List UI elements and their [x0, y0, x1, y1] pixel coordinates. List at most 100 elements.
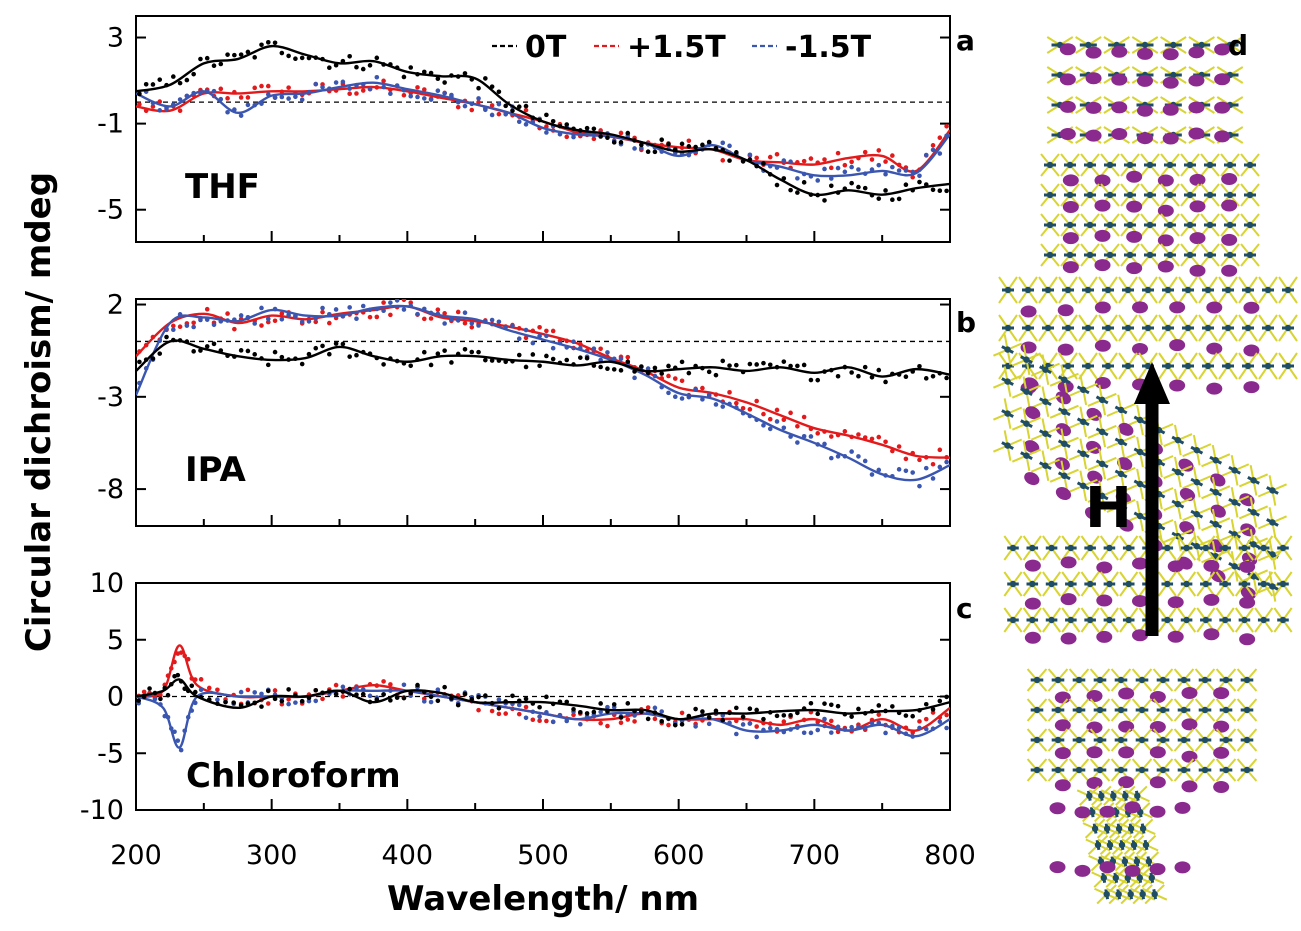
- cation: [1189, 173, 1206, 186]
- cation-row: [1062, 229, 1238, 247]
- cation-row: [1024, 556, 1256, 574]
- data-point: [449, 360, 454, 365]
- data-point: [788, 713, 793, 718]
- data-point: [204, 55, 210, 61]
- crystal-layer: [1003, 607, 1293, 633]
- data-point: [666, 390, 671, 396]
- metal-atom: [1226, 251, 1234, 259]
- data-point: [910, 470, 915, 475]
- data-point: [523, 327, 529, 333]
- data-point: [442, 321, 447, 326]
- data-point: [835, 150, 841, 156]
- metal-atom: [1279, 616, 1287, 624]
- cation: [1214, 43, 1231, 56]
- data-point: [523, 107, 529, 113]
- data-point: [713, 402, 719, 407]
- x-tick-label: 200: [110, 840, 162, 871]
- data-point: [754, 362, 759, 367]
- data-point: [808, 730, 814, 736]
- data-point: [645, 149, 651, 154]
- data-point: [198, 677, 204, 682]
- data-point: [842, 429, 848, 434]
- data-point: [286, 701, 291, 707]
- panel-c-y-tick-labels: 10 5 0 -5 -10: [80, 568, 124, 826]
- metal-atom: [1125, 544, 1132, 552]
- data-point: [686, 144, 692, 149]
- cation: [1181, 750, 1198, 763]
- metal-atom: [1124, 286, 1132, 294]
- cation: [1118, 746, 1135, 759]
- data-point: [347, 354, 352, 359]
- data-point: [795, 710, 800, 716]
- data-point: [544, 328, 549, 334]
- data-point: [279, 94, 285, 100]
- data-point: [537, 363, 542, 369]
- cation: [1062, 261, 1079, 274]
- crystal-layer: [993, 334, 1287, 506]
- metal-atom: [1222, 766, 1230, 774]
- cation-row: [1059, 72, 1231, 89]
- data-point: [483, 357, 488, 363]
- metal-atom: [1184, 286, 1192, 294]
- data-point: [652, 716, 658, 722]
- data-point: [496, 111, 502, 117]
- data-point: [408, 363, 414, 369]
- metal-atom: [1106, 221, 1114, 229]
- data-point: [747, 152, 753, 158]
- data-point: [822, 441, 827, 447]
- structure-illustration: [993, 36, 1298, 905]
- data-point: [496, 319, 502, 325]
- data-point: [896, 168, 902, 173]
- cation: [1094, 259, 1111, 272]
- data-point: [347, 305, 352, 310]
- data-point: [462, 71, 468, 76]
- data-point: [428, 97, 434, 102]
- data-point: [381, 300, 386, 305]
- metal-atom: [1106, 191, 1114, 199]
- metal-atom: [1264, 286, 1272, 294]
- data-point: [930, 707, 936, 712]
- data-point: [544, 130, 549, 135]
- cation: [1099, 805, 1116, 818]
- data-point: [876, 712, 882, 717]
- data-point: [788, 159, 793, 165]
- data-point: [598, 364, 603, 370]
- data-point: [252, 352, 258, 357]
- data-point: [883, 188, 888, 193]
- data-point: [571, 134, 576, 140]
- data-point: [177, 108, 183, 114]
- cation: [1020, 305, 1037, 318]
- panel-c-ticks: [135, 582, 951, 811]
- data-point: [944, 375, 949, 381]
- data-point: [795, 176, 800, 181]
- metal-atom: [1085, 41, 1092, 49]
- data-point: [822, 157, 827, 162]
- data-point: [876, 148, 882, 153]
- data-point: [388, 312, 393, 318]
- cation: [1126, 230, 1143, 243]
- metal-atom: [1269, 583, 1276, 590]
- data-point: [571, 712, 576, 718]
- data-point: [374, 314, 380, 320]
- data-point: [408, 690, 414, 696]
- metal-atom: [1170, 71, 1177, 79]
- series-line-plus1-5t: [136, 85, 950, 173]
- data-point: [591, 709, 597, 715]
- data-point: [367, 693, 373, 699]
- data-point: [611, 140, 617, 145]
- data-point: [259, 42, 264, 48]
- data-point: [523, 122, 529, 127]
- cation: [1214, 101, 1231, 114]
- data-point: [883, 439, 888, 445]
- metal-atom: [1221, 580, 1229, 588]
- data-point: [740, 405, 746, 411]
- cation: [1162, 103, 1179, 116]
- metal-atom: [1222, 676, 1230, 684]
- panel-a-plot-area: [136, 40, 950, 203]
- data-point: [483, 107, 488, 113]
- data-point: [659, 718, 665, 724]
- data-point: [571, 706, 576, 712]
- panel-a-ticks: [135, 36, 951, 242]
- y-tick-label: -1: [97, 109, 124, 140]
- data-point: [917, 719, 922, 724]
